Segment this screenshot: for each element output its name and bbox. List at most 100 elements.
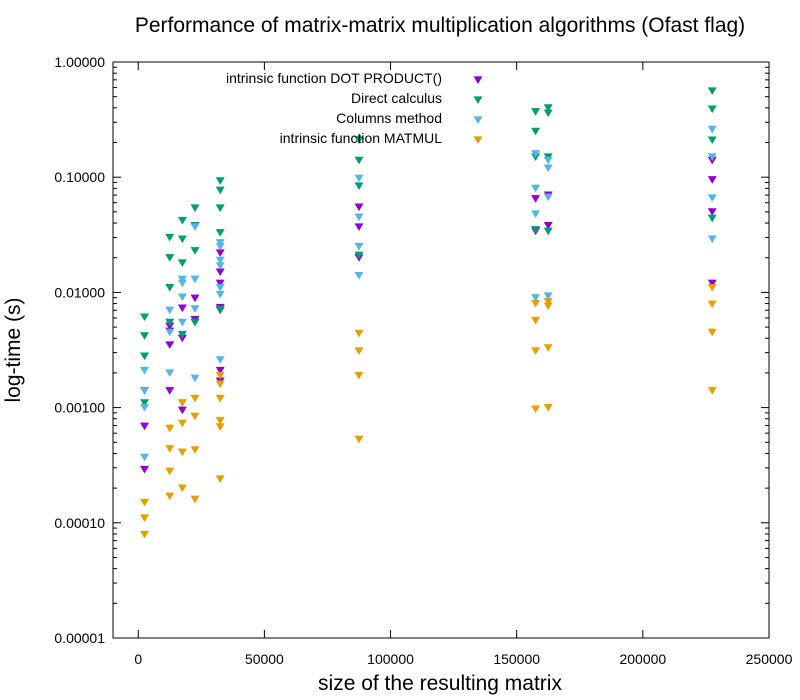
- y-tick-label: 0.00001: [54, 630, 105, 646]
- data-point: [531, 316, 541, 325]
- data-point: [531, 127, 541, 136]
- data-point: [140, 498, 150, 507]
- data-point: [177, 331, 187, 339]
- data-point: [140, 332, 150, 340]
- data-point: [165, 467, 175, 476]
- data-point: [140, 514, 150, 523]
- data-point: [354, 182, 364, 190]
- data-point: [354, 271, 364, 280]
- data-point: [165, 445, 175, 453]
- data-point: [707, 136, 717, 145]
- data-point: [707, 214, 717, 223]
- data-point: [165, 254, 175, 262]
- data-point: [215, 475, 225, 484]
- data-point: [165, 284, 175, 292]
- legend-marker: [473, 136, 483, 145]
- data-point: [190, 223, 200, 231]
- data-point: [531, 184, 541, 193]
- data-point: [707, 87, 717, 96]
- data-point: [140, 530, 150, 539]
- data-point: [140, 387, 150, 395]
- data-point: [140, 465, 150, 474]
- data-point: [707, 105, 717, 114]
- x-tick-label: 150000: [493, 651, 540, 667]
- legend-marker: [473, 96, 483, 105]
- data-point: [215, 371, 225, 380]
- data-point: [215, 290, 225, 299]
- data-point: [707, 125, 717, 134]
- data-point: [354, 213, 364, 222]
- data-point: [215, 204, 225, 213]
- data-point: [707, 387, 717, 395]
- data-point: [215, 239, 225, 247]
- data-point: [177, 279, 187, 288]
- data-point: [165, 328, 175, 337]
- data-point: [140, 422, 150, 431]
- data-point: [177, 419, 187, 428]
- data-point: [531, 195, 541, 203]
- data-point: [177, 318, 187, 327]
- data-points: [140, 87, 717, 539]
- data-point: [543, 227, 553, 236]
- chart-title: Performance of matrix-matrix multiplicat…: [135, 14, 745, 37]
- data-point: [354, 174, 364, 183]
- data-point: [140, 366, 150, 375]
- data-point: [354, 203, 364, 212]
- data-point: [165, 318, 175, 327]
- data-point: [190, 412, 200, 421]
- data-point: [165, 341, 175, 349]
- data-point: [215, 394, 225, 403]
- data-point: [177, 275, 187, 284]
- data-point: [531, 405, 541, 414]
- data-point: [165, 424, 175, 433]
- data-point: [215, 242, 225, 251]
- y-tick-label: 0.10000: [54, 169, 105, 185]
- legend-label: Columns method: [336, 110, 442, 126]
- data-point: [140, 313, 150, 322]
- data-point: [190, 318, 200, 327]
- data-point: [190, 394, 200, 403]
- data-point: [165, 369, 175, 377]
- data-point: [215, 229, 225, 237]
- x-tick-label: 200000: [619, 651, 666, 667]
- data-point: [215, 356, 225, 364]
- data-point: [165, 306, 175, 315]
- data-point: [215, 177, 225, 185]
- data-point: [543, 156, 553, 165]
- data-point: [215, 279, 225, 288]
- data-point: [190, 294, 200, 303]
- data-point: [531, 347, 541, 356]
- data-point: [543, 109, 553, 118]
- data-point: [531, 299, 541, 308]
- data-point: [543, 344, 553, 352]
- legend: intrinsic function DOT PRODUCT() Direct c…: [226, 70, 483, 146]
- axis-ticks: [113, 61, 770, 639]
- data-point: [707, 153, 717, 161]
- data-point: [190, 495, 200, 504]
- data-point: [177, 484, 187, 493]
- data-point: [177, 259, 187, 268]
- data-point: [177, 399, 187, 407]
- y-tick-label: 1.00000: [54, 54, 105, 70]
- data-point: [707, 279, 717, 288]
- series-3: [140, 125, 717, 462]
- series-1: [140, 156, 717, 474]
- data-point: [177, 293, 187, 302]
- data-point: [707, 208, 717, 216]
- data-point: [177, 448, 187, 457]
- data-point: [707, 194, 717, 203]
- data-point: [215, 380, 225, 389]
- data-point: [140, 453, 150, 462]
- data-point: [354, 242, 364, 251]
- y-tick-label: 0.00010: [54, 515, 105, 531]
- legend-label: Direct calculus: [351, 90, 442, 106]
- x-tick-label: 50000: [245, 651, 284, 667]
- x-tick-labels: 0 50000 100000 150000 200000 250000: [134, 651, 792, 667]
- data-point: [543, 302, 553, 311]
- legend-marker: [473, 76, 483, 85]
- data-point: [354, 329, 364, 338]
- data-point: [354, 371, 364, 380]
- data-point: [140, 352, 150, 361]
- data-point: [707, 235, 717, 244]
